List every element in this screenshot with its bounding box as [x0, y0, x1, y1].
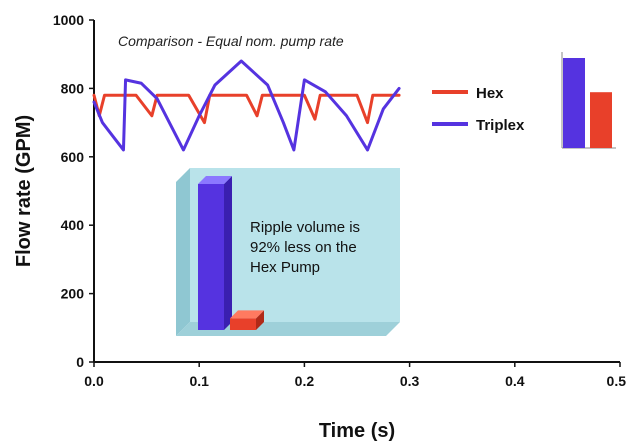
- inset-bar-hex-top: [230, 310, 264, 319]
- x-tick-label: 0.1: [189, 373, 209, 389]
- inset-bar-triplex: [198, 184, 224, 330]
- y-axis-title: Flow rate (GPM): [13, 115, 35, 267]
- chart-subtitle: Comparison - Equal nom. pump rate: [118, 33, 344, 49]
- inset-bar-hex-side: [256, 310, 264, 330]
- legend: Hex Triplex: [432, 85, 525, 134]
- series-line-triplex: [92, 59, 401, 152]
- y-tick-label: 200: [61, 286, 85, 302]
- y-tick-label: 0: [76, 354, 84, 370]
- inset-text-line: Ripple volume is: [250, 219, 360, 236]
- y-tick-label: 1000: [53, 12, 84, 28]
- inset-bars: [198, 176, 264, 330]
- x-tick-label: 0.0: [84, 373, 104, 389]
- inset-text: Ripple volume is 92% less on the Hex Pump: [250, 219, 360, 276]
- x-tick-label: 0.5: [607, 373, 627, 389]
- series-line-hex: [92, 93, 401, 125]
- series-layer: [92, 59, 401, 152]
- y-tick-label: 400: [61, 217, 85, 233]
- legend-label-hex: Hex: [476, 85, 504, 102]
- inset-bar-hex: [230, 318, 256, 330]
- corner-bars: [561, 52, 616, 149]
- y-tick-label: 800: [61, 80, 85, 96]
- x-tick-label: 0.3: [400, 373, 420, 389]
- legend-label-triplex: Triplex: [476, 117, 525, 134]
- inset-text-line: Hex Pump: [250, 259, 320, 276]
- inset-left-wall: [176, 168, 190, 336]
- inset-bar-triplex-side: [224, 176, 232, 330]
- corner-bar-triplex: [563, 58, 585, 148]
- inset-bar-triplex-top: [198, 176, 232, 184]
- y-tick-label: 600: [61, 149, 85, 165]
- x-tick-label: 0.4: [505, 373, 525, 389]
- y-ticks: 0 200 400 600 800 1000: [53, 12, 94, 370]
- corner-bar-hex: [590, 92, 612, 148]
- inset-text-line: 92% less on the: [250, 239, 357, 256]
- inset-back-wall: [190, 168, 400, 322]
- corner-bars-layer: [563, 58, 612, 148]
- x-tick-label: 0.2: [295, 373, 315, 389]
- x-axis-title: Time (s): [319, 420, 395, 441]
- ripple-inset: Ripple volume is 92% less on the Hex Pump: [176, 168, 400, 336]
- x-ticks: 0.0 0.1 0.2 0.3 0.4 0.5: [84, 362, 626, 389]
